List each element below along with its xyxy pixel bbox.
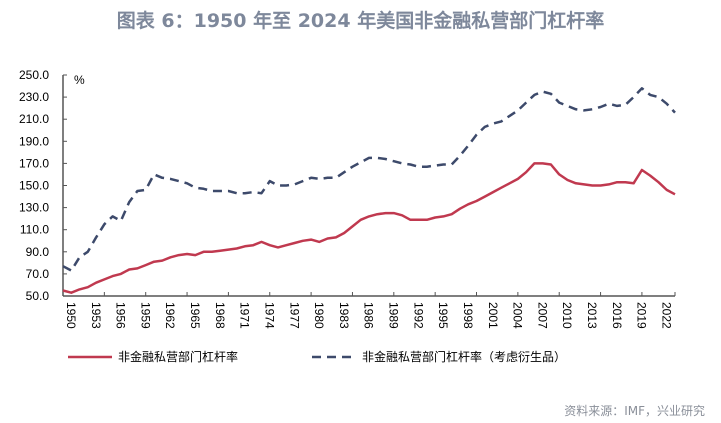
- x-tick-label: 1974: [262, 302, 276, 329]
- x-tick-label: 1989: [387, 302, 401, 329]
- y-tick-label: 170.0: [19, 156, 49, 170]
- x-tick-label: 2004: [511, 302, 525, 329]
- x-tick-label: 2016: [610, 302, 624, 329]
- y-tick-label: 210.0: [19, 112, 49, 126]
- series-line-2: [62, 87, 676, 272]
- x-tick-label: 1977: [287, 302, 301, 329]
- x-tick-label: 1959: [138, 302, 152, 329]
- x-tick-label: 1995: [436, 302, 450, 329]
- y-tick-label: 130.0: [19, 201, 49, 215]
- series-line-1: [62, 162, 676, 294]
- y-tick-label: 190.0: [19, 134, 49, 148]
- x-tick-label: 2010: [560, 302, 574, 329]
- x-tick-label: 1962: [163, 302, 177, 329]
- x-tick-label: 1965: [188, 302, 202, 329]
- y-tick-label: 230.0: [19, 90, 49, 104]
- x-tick-label: 1998: [461, 302, 475, 329]
- x-tick-label: 1956: [114, 302, 128, 329]
- legend-label-2: 非金融私营部门杠杆率（考虑衍生品）: [362, 349, 566, 364]
- y-tick-label: 250.0: [19, 68, 49, 82]
- y-axis-unit: %: [74, 73, 85, 87]
- x-tick-label: 1992: [411, 302, 425, 329]
- y-tick-label: 70.0: [26, 267, 50, 281]
- y-tick-label: 110.0: [20, 223, 49, 237]
- chart-title: 图表 6：1950 年至 2024 年美国非金融私营部门杠杆率: [116, 10, 605, 32]
- x-tick-label: 1971: [238, 302, 252, 329]
- x-tick-label: 1950: [64, 302, 78, 329]
- x-tick-label: 2013: [585, 302, 599, 329]
- x-tick-label: 2001: [486, 302, 500, 329]
- x-tick-label: 1986: [362, 302, 376, 329]
- x-tick-label: 1953: [89, 302, 103, 329]
- x-tick-label: 2022: [659, 302, 673, 329]
- y-tick-label: 150.0: [19, 179, 49, 193]
- x-tick-label: 1968: [213, 302, 227, 329]
- x-tick-label: 1980: [312, 302, 326, 329]
- y-tick-label: 50.0: [26, 289, 50, 303]
- x-tick-label: 1983: [337, 302, 351, 329]
- x-tick-label: 2007: [535, 302, 549, 329]
- source-note: 资料来源：IMF，兴业研究: [564, 404, 705, 418]
- legend-label-1: 非金融私营部门杠杆率: [118, 349, 238, 364]
- y-tick-label: 90.0: [26, 245, 50, 259]
- x-tick-label: 2019: [635, 302, 649, 329]
